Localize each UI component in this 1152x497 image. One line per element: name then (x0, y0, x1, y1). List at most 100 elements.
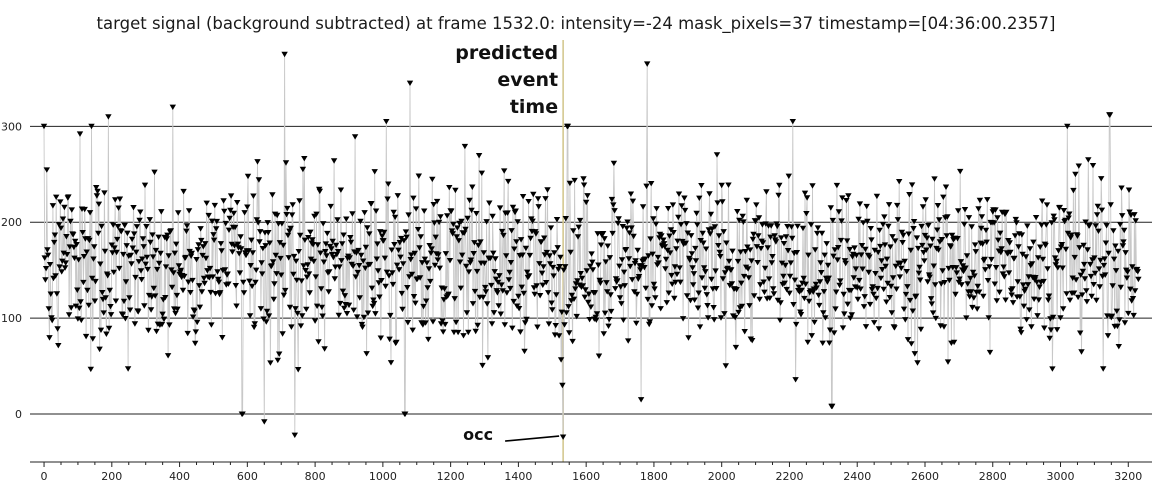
data-point (362, 244, 370, 251)
data-point (419, 260, 426, 266)
data-point (274, 212, 281, 219)
data-point (511, 246, 518, 252)
data-point (278, 272, 285, 278)
data-point (940, 194, 947, 200)
data-point (1065, 215, 1072, 221)
data-point (679, 316, 687, 322)
data-point (452, 319, 460, 326)
data-point (220, 198, 227, 204)
data-point (684, 230, 691, 236)
data-point (399, 306, 406, 313)
data-point (1026, 307, 1033, 313)
data-point (1114, 248, 1122, 255)
data-point (733, 287, 740, 293)
data-point (102, 295, 109, 301)
data-point (734, 209, 741, 215)
predicted-event-label-line-2: event (497, 69, 559, 91)
occ-pointer-line (505, 435, 560, 442)
data-point (137, 268, 145, 274)
data-point (385, 181, 392, 187)
data-point (761, 265, 769, 272)
data-point (44, 252, 52, 258)
data-point (621, 283, 628, 289)
data-point (500, 232, 507, 239)
data-point (770, 286, 777, 292)
data-point (637, 397, 645, 403)
data-point (775, 192, 782, 199)
data-point (1092, 223, 1099, 229)
data-point (404, 285, 411, 291)
data-point (71, 255, 78, 261)
data-point (587, 263, 594, 269)
data-point (752, 218, 759, 225)
data-point (882, 263, 889, 270)
data-point (1089, 163, 1097, 169)
data-point (256, 239, 263, 245)
data-point (794, 223, 801, 230)
data-point (168, 267, 175, 273)
data-point (548, 300, 555, 306)
data-point (903, 269, 910, 275)
data-point (1016, 294, 1024, 300)
data-point (1115, 344, 1122, 350)
x-tick-label: 800 (305, 470, 326, 483)
data-point (113, 249, 120, 256)
data-point (1114, 323, 1121, 330)
data-point (322, 249, 329, 255)
data-point (187, 290, 194, 296)
data-point (517, 329, 524, 335)
data-point (159, 311, 166, 318)
data-point (974, 283, 981, 290)
data-point (523, 316, 530, 323)
data-point (904, 284, 911, 290)
data-point (627, 191, 635, 197)
data-point (1017, 326, 1024, 333)
data-point (403, 234, 410, 240)
data-point (551, 250, 558, 256)
data-point (629, 198, 637, 205)
data-point (435, 219, 443, 226)
data-point (535, 204, 542, 210)
data-point (755, 215, 763, 221)
data-point (1024, 223, 1031, 229)
data-point (454, 225, 461, 231)
data-point (801, 295, 808, 302)
data-point (425, 266, 433, 272)
data-point (290, 253, 298, 260)
data-point (299, 166, 307, 173)
data-point (1069, 275, 1076, 281)
data-point (611, 208, 618, 214)
data-point (577, 271, 584, 277)
data-point (201, 280, 208, 287)
data-point (146, 217, 153, 223)
data-point (112, 197, 119, 203)
data-point (625, 256, 633, 262)
data-point (415, 173, 422, 179)
data-point (42, 277, 49, 283)
data-point (704, 315, 712, 321)
data-point (880, 286, 887, 293)
data-point (847, 288, 855, 294)
data-point (362, 265, 369, 271)
data-point (175, 210, 182, 216)
data-point (65, 194, 72, 200)
data-point (892, 238, 899, 244)
data-point (557, 254, 564, 261)
data-point (601, 236, 608, 242)
data-point (1129, 264, 1136, 270)
data-point (593, 317, 600, 323)
data-point (451, 296, 458, 302)
data-point (1005, 270, 1013, 276)
data-point (264, 220, 271, 226)
data-point (151, 169, 158, 176)
data-point (848, 312, 855, 318)
data-point (562, 216, 569, 222)
data-point (496, 273, 503, 279)
data-point (786, 273, 794, 280)
data-point (868, 237, 875, 243)
data-point (941, 280, 948, 286)
data-point (301, 156, 308, 162)
data-point (881, 214, 888, 220)
data-point (930, 263, 937, 269)
data-point (581, 294, 588, 300)
